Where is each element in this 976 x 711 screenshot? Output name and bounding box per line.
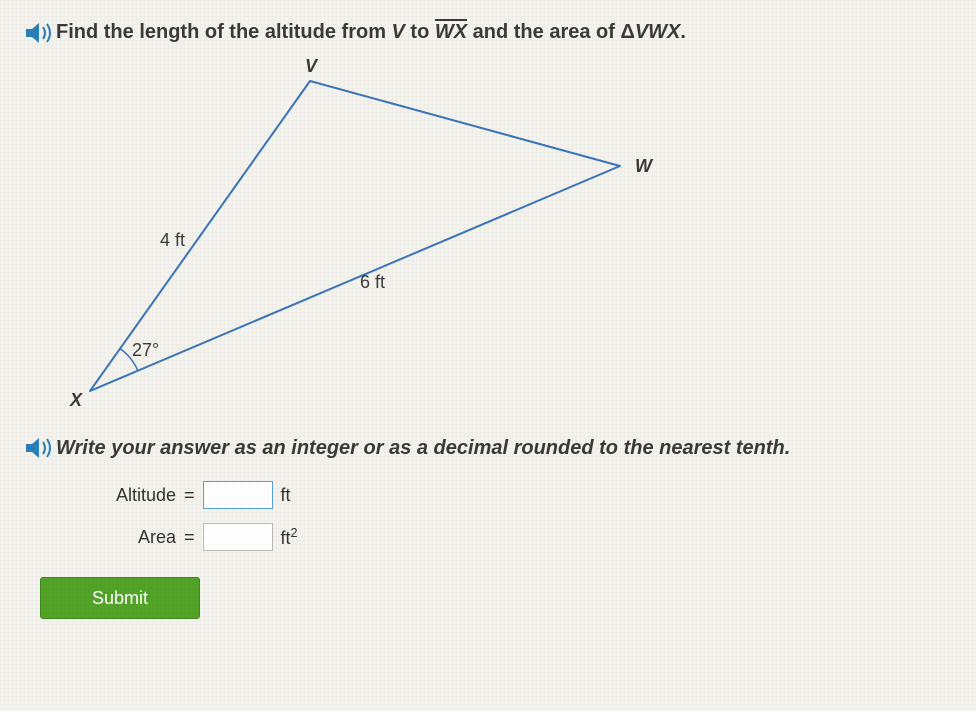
svg-text:V: V (305, 56, 319, 76)
speaker-icon-instruction[interactable] (22, 433, 56, 463)
instruction-text: Write your answer as an integer or as a … (56, 437, 790, 460)
area-input[interactable] (203, 523, 273, 551)
speaker-icon-question[interactable] (22, 18, 56, 48)
svg-text:6 ft: 6 ft (360, 272, 385, 292)
altitude-unit: ft (281, 485, 291, 506)
svg-text:W: W (635, 156, 654, 176)
submit-button[interactable]: Submit (40, 577, 200, 619)
area-label: Area (86, 527, 176, 548)
altitude-input[interactable] (203, 481, 273, 509)
svg-text:27°: 27° (132, 340, 159, 360)
area-unit: ft2 (281, 526, 298, 549)
equals-sign: = (184, 485, 195, 506)
svg-text:X: X (69, 390, 83, 410)
svg-text:4 ft: 4 ft (160, 230, 185, 250)
triangle-diagram: X V W 4 ft 6 ft 27° (60, 56, 976, 421)
equals-sign: = (184, 527, 195, 548)
altitude-label: Altitude (86, 485, 176, 506)
question-text: Find the length of the altitude from V t… (56, 18, 686, 44)
